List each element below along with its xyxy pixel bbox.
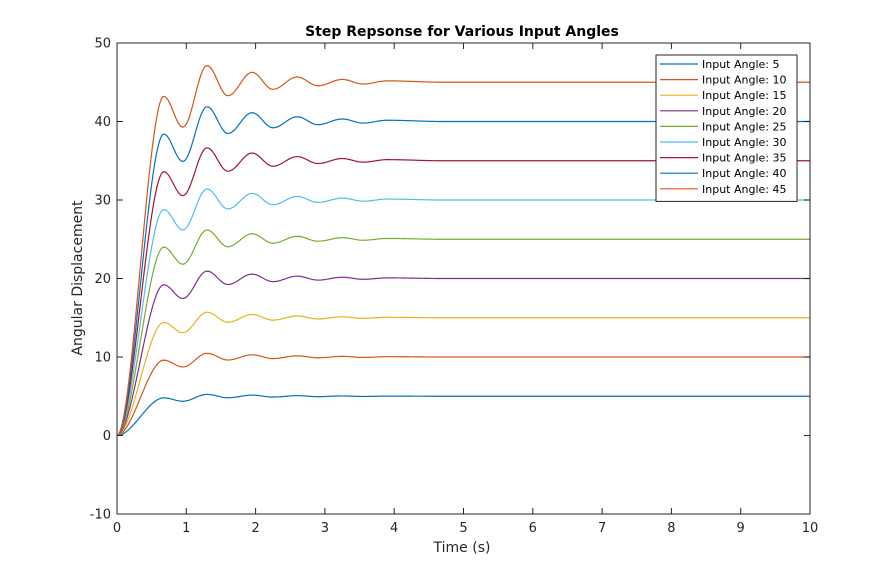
y-tick-label: 30	[94, 194, 111, 209]
x-tick-label: 1	[182, 521, 190, 536]
series-line-25	[116, 229, 810, 437]
chart-title: Step Repsonse for Various Input Angles	[305, 24, 619, 40]
x-tick-label: 3	[321, 521, 329, 536]
y-tick-label: 10	[94, 351, 111, 366]
y-axis: -10 0 10 20 30 40 50	[90, 37, 810, 523]
y-tick-label: 50	[94, 37, 111, 52]
x-tick-label: 8	[667, 521, 675, 536]
x-tick-label: 9	[737, 521, 745, 536]
x-axis-label: Time (s)	[433, 540, 491, 556]
series-line-30	[116, 188, 810, 437]
legend-entry-label: Input Angle: 45	[702, 183, 786, 196]
legend-entry-label: Input Angle: 10	[702, 74, 786, 87]
x-tick-label: 7	[598, 521, 606, 536]
y-tick-label: 40	[94, 115, 111, 130]
x-tick-label: 10	[802, 521, 819, 536]
x-axis: 0 1 2 3 4 5 6 7 8 9 10	[113, 43, 818, 536]
y-axis-label: Angular Displacement	[70, 200, 86, 356]
y-tick-label: -10	[90, 508, 111, 523]
legend-entry-label: Input Angle: 30	[702, 136, 786, 149]
legend-entry-label: Input Angle: 20	[702, 105, 786, 118]
legend-entry-label: Input Angle: 25	[702, 120, 786, 133]
series-line-10	[116, 352, 810, 437]
legend-entry-label: Input Angle: 40	[702, 167, 786, 180]
legend-entry-label: Input Angle: 15	[702, 89, 786, 102]
x-tick-label: 6	[529, 521, 537, 536]
series-line-5	[116, 393, 810, 437]
series-line-15	[116, 311, 810, 437]
legend-entry-label: Input Angle: 5	[702, 58, 779, 71]
x-tick-label: 0	[113, 521, 121, 536]
y-tick-label: 0	[103, 429, 111, 444]
legend: Input Angle: 5 Input Angle: 10 Input Angle…	[655, 54, 798, 202]
x-tick-label: 5	[459, 521, 467, 536]
series-line-20	[116, 270, 810, 437]
x-tick-label: 4	[390, 521, 398, 536]
y-tick-label: 20	[94, 272, 111, 287]
x-tick-label: 2	[251, 521, 259, 536]
legend-entry-label: Input Angle: 35	[702, 152, 786, 165]
